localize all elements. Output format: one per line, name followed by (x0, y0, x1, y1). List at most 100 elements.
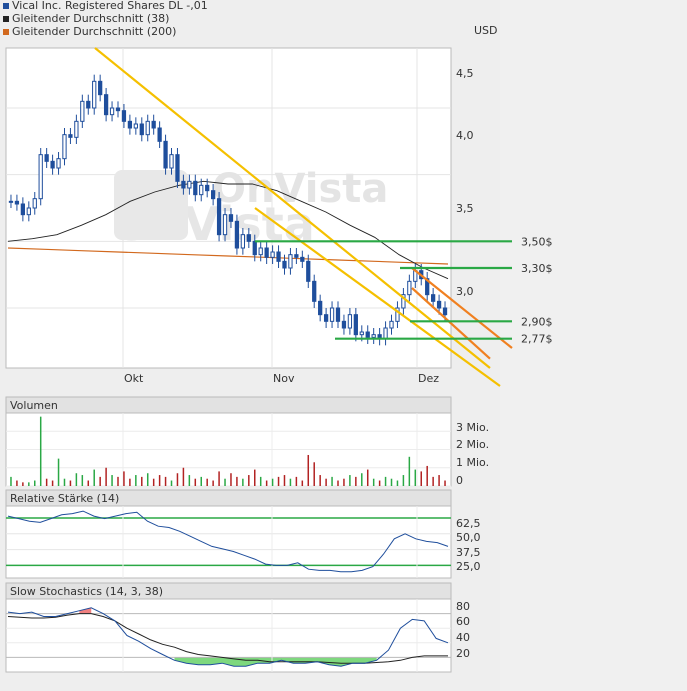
candle-body (258, 247, 263, 256)
candle-52 (318, 294, 323, 322)
candle-body (68, 134, 73, 138)
candle-22 (139, 117, 144, 142)
candle-body (86, 100, 91, 109)
candle-40 (246, 228, 251, 248)
candle-body (234, 220, 240, 249)
candle-17 (109, 101, 115, 122)
candle-body (335, 307, 341, 322)
level-label-2: 2,90$ (521, 315, 553, 328)
candle-66 (401, 288, 406, 315)
candle-55 (335, 301, 341, 328)
candle-body (294, 254, 299, 258)
candle-29 (181, 174, 186, 195)
candle-body (121, 110, 127, 122)
candle-48 (294, 248, 299, 264)
candle-38 (234, 214, 240, 255)
price-grid (6, 48, 451, 368)
candle-body (151, 120, 156, 129)
stoch-d-line (7, 613, 448, 664)
candle-31 (193, 174, 198, 202)
candle-39 (240, 228, 246, 255)
rsi-plot-area (5, 505, 452, 579)
stoch-k-line (7, 607, 449, 667)
candle-body (50, 160, 55, 169)
rsi-tick-62-5: 62,5 (456, 517, 481, 530)
legend-label-price: Vical Inc. Registered Shares DL -,01 (12, 0, 208, 12)
x-tick-dez: Dez (418, 372, 439, 385)
candle-body (211, 190, 216, 200)
candle-body (270, 251, 275, 258)
candle-body (103, 94, 109, 116)
price-y-ticks: 4,5 4,0 3,5 3,0 (456, 67, 474, 298)
candle-11 (74, 114, 79, 144)
candle-body (109, 107, 115, 116)
candle-body (431, 294, 436, 302)
candle-body (199, 184, 204, 196)
stoch-title: Slow Stochastics (14, 3, 38) (10, 585, 163, 598)
candle-body (306, 260, 311, 282)
candle-14 (92, 74, 97, 115)
candle-body (383, 327, 388, 340)
candle-46 (282, 254, 287, 275)
candle-body (240, 234, 246, 249)
volume-bars (10, 416, 446, 486)
candle-51 (312, 274, 317, 308)
stoch-overbought-fill (79, 607, 92, 614)
candle-body (347, 314, 353, 329)
candle-body (163, 140, 168, 169)
rsi-tick-25: 25,0 (456, 560, 481, 573)
candle-body (264, 247, 269, 258)
candle-25 (157, 121, 162, 148)
price-unit-label: USD (474, 24, 498, 37)
candle-7 (50, 154, 55, 175)
candle-8 (56, 152, 61, 175)
y-tick-3-5: 3,5 (456, 202, 474, 215)
candle-43 (264, 241, 269, 264)
candle-body (139, 123, 144, 136)
candle-body (92, 80, 97, 109)
legend-swatch-sma200 (3, 29, 9, 35)
candle-body (300, 256, 305, 262)
level-label-3: 2,77$ (521, 333, 553, 346)
candle-21 (133, 117, 138, 135)
vol-tick-1: 1 Mio. (456, 456, 489, 469)
candle-33 (205, 178, 210, 198)
candle-body (365, 331, 370, 338)
stoch-tick-80: 80 (456, 600, 470, 613)
candle-53 (323, 308, 329, 328)
candle-body (187, 180, 192, 189)
sma200-polyline (7, 247, 449, 265)
support-resistance-levels: 3,50$ 3,30$ 2,90$ 2,77$ (255, 235, 553, 346)
candle-19 (121, 104, 127, 128)
y-tick-3-0: 3,0 (456, 285, 474, 298)
candle-3 (26, 201, 31, 222)
candle-body (436, 300, 442, 309)
candle-42 (258, 241, 263, 262)
stoch-lines (6, 599, 451, 672)
candle-45 (276, 245, 281, 268)
trendlines (94, 47, 513, 387)
candle-32 (199, 178, 204, 202)
candle-body (329, 307, 335, 322)
candle-body (407, 280, 412, 296)
candle-37 (228, 208, 234, 228)
candle-body (14, 200, 20, 205)
candle-50 (306, 254, 311, 288)
trendline-main-downtrend (94, 47, 491, 369)
price-panel: OnVista OnVista 3,50$3,30$2,90$2,77$ 4,5… (5, 47, 553, 387)
legend-swatch-sma38 (3, 16, 9, 22)
rsi-tick-50: 50,0 (456, 531, 481, 544)
candle-body (8, 200, 14, 203)
candle-body (169, 154, 174, 169)
candle-body (145, 120, 150, 136)
candle-12 (80, 94, 85, 128)
rsi-polyline (7, 510, 449, 573)
trendline-channel-lower (411, 287, 491, 360)
candlesticks (8, 74, 448, 346)
candle-body (442, 307, 448, 316)
rsi-tick-37-5: 37,5 (456, 546, 481, 559)
candle-body (20, 203, 26, 216)
candle-57 (347, 308, 353, 335)
volume-grid (6, 413, 451, 487)
